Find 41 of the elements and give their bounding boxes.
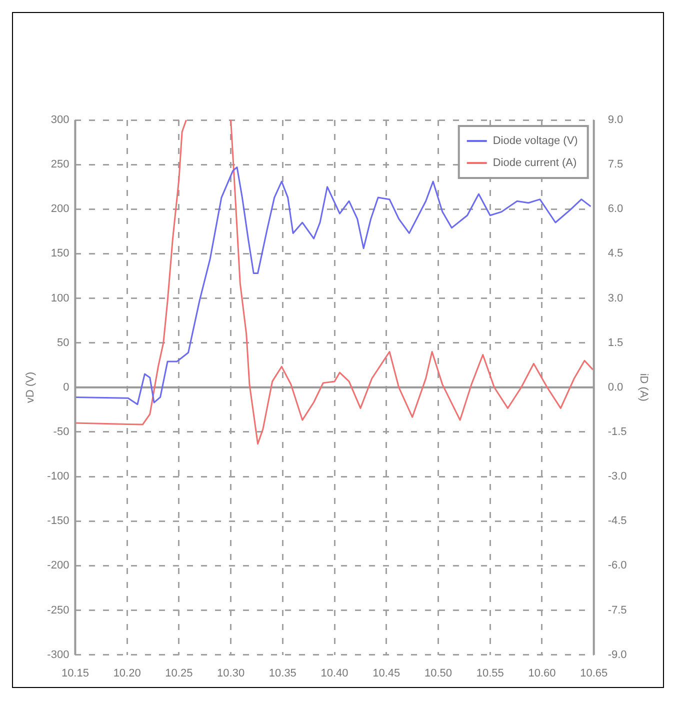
x-tick-label: 10.30	[217, 667, 245, 680]
y2-tick-label: -1.5	[608, 426, 627, 438]
y-axis-title: vD (V)	[24, 372, 37, 403]
y2-tick-label: 1.5	[608, 336, 624, 349]
y-tick-label: -200	[47, 560, 70, 572]
x-tick-label: 10.20	[113, 667, 141, 680]
y-tick-label: 100	[50, 292, 70, 304]
x-tick-label: 10.35	[268, 667, 296, 680]
y-tick-label: 250	[50, 158, 70, 171]
x-tick-label: 10.40	[320, 667, 348, 680]
x-tick-label: 10.50	[424, 667, 452, 680]
y-tick-label: -100	[47, 470, 70, 483]
x-tick-label: 10.25	[165, 667, 193, 680]
y-tick-label: -300	[47, 648, 70, 661]
y2-tick-label: -7.5	[608, 604, 627, 616]
y-tick-label: 50	[56, 336, 70, 349]
y-tick-label: -250	[47, 604, 70, 616]
y-tick-label: 0	[63, 381, 70, 394]
y2-tick-label: -4.5	[608, 515, 627, 528]
y2-tick-label: -9.0	[608, 648, 627, 661]
y2-tick-label: 4.5	[608, 248, 624, 260]
y2-tick-label: 7.5	[608, 158, 624, 171]
x-tick-label: 10.45	[372, 667, 400, 680]
y2-tick-label: -3.0	[608, 470, 627, 483]
x-tick-label: 10.55	[476, 667, 504, 680]
y2-tick-label: -6.0	[608, 560, 627, 572]
x-tick-label: 10.15	[61, 667, 89, 680]
y2-axis-title: iD (A)	[637, 373, 650, 402]
legend-label: Diode current (A)	[492, 157, 577, 170]
y-tick-label: 300	[50, 114, 70, 126]
x-tick-label: 10.65	[580, 667, 608, 680]
legend-label: Diode voltage (V)	[492, 135, 578, 148]
y-tick-label: -150	[47, 515, 70, 528]
y2-tick-label: 3.0	[608, 292, 624, 304]
y-tick-label: 200	[50, 203, 70, 216]
x-tick-label: 10.60	[528, 667, 556, 680]
y2-tick-label: 9.0	[608, 114, 624, 126]
y2-tick-label: 6.0	[608, 203, 624, 216]
y2-tick-label: 0.0	[608, 381, 624, 394]
y-tick-label: 150	[50, 248, 70, 260]
y-tick-label: -50	[53, 426, 70, 438]
